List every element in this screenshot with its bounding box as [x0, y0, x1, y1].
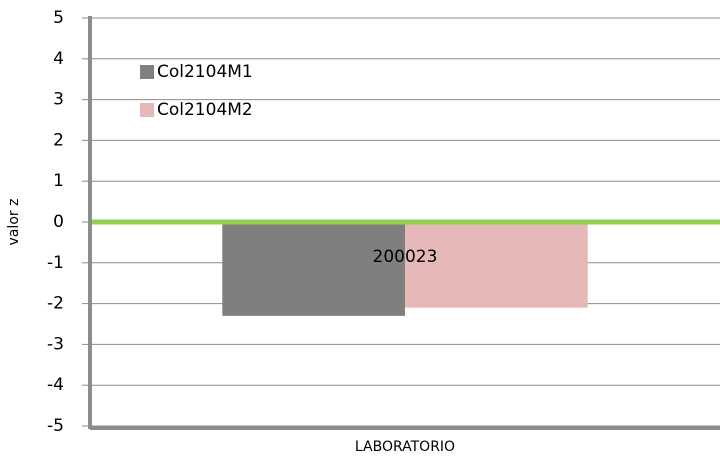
- legend-swatch: [140, 103, 154, 117]
- legend-label: Col2104M2: [157, 100, 253, 120]
- y-tick-label: 1: [53, 171, 64, 191]
- y-tick-label: 3: [53, 90, 64, 110]
- y-tick-label: -2: [47, 294, 64, 314]
- legend-label: Col2104M1: [157, 62, 253, 82]
- x-axis-label: LABORATORIO: [355, 439, 455, 455]
- y-tick-label: 5: [53, 8, 64, 28]
- legend-swatch: [140, 65, 154, 79]
- y-tick-label: -3: [47, 334, 64, 354]
- y-tick-label: -1: [47, 253, 64, 273]
- y-axis-label: valor z: [6, 199, 22, 246]
- y-tick-label: 0: [53, 212, 64, 232]
- bar: [222, 222, 405, 316]
- x-tick-label: 200023: [373, 247, 438, 267]
- y-tick-label: 2: [53, 130, 64, 150]
- y-tick-label: -5: [47, 416, 64, 436]
- y-tick-label: -4: [47, 375, 64, 395]
- y-tick-label: 4: [53, 49, 64, 69]
- bar: [405, 222, 588, 308]
